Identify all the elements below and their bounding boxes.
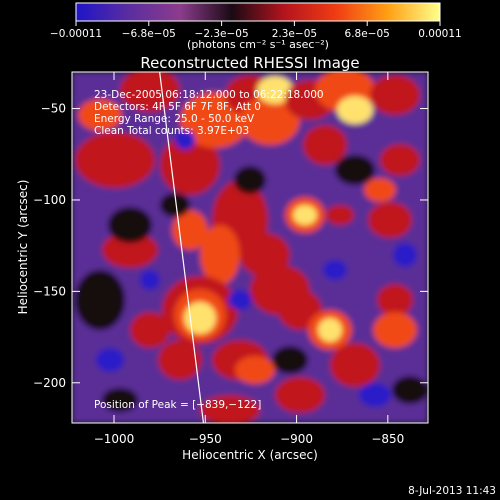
heatmap-image xyxy=(72,72,428,423)
image-intensity-blob xyxy=(140,270,160,290)
x-tick-label: −950 xyxy=(189,432,222,446)
image-intensity-blob xyxy=(337,96,373,124)
image-intensity-blob xyxy=(392,376,428,404)
colorbar-tick-label: −6.8e−05 xyxy=(122,28,176,40)
axis-ticks: −1000 −950 −900 −850 −50 −100 −150 −200 xyxy=(33,72,428,446)
x-tick-label: −850 xyxy=(371,432,404,446)
image-intensity-blob xyxy=(370,75,420,115)
image-intensity-blob xyxy=(160,193,190,217)
image-intensity-blob xyxy=(102,388,138,412)
annotation-clean-counts: Clean Total counts: 3.97E+03 xyxy=(94,125,249,137)
image-intensity-blob xyxy=(120,72,180,112)
image-intensity-blob xyxy=(130,312,170,348)
image-intensity-blob xyxy=(78,99,122,131)
colorbar: −0.00011 −6.8e−05 −2.3e−05 2.3e−05 6.8e−05 0.… xyxy=(50,2,462,51)
image-intensity-blob xyxy=(293,205,317,225)
image-intensity-blob xyxy=(234,166,266,194)
y-tick-label: −200 xyxy=(33,376,66,390)
image-intensity-blob xyxy=(184,302,216,334)
image-intensity-blob xyxy=(364,178,396,202)
x-tick-label: −900 xyxy=(280,432,313,446)
annotation-energy-range: Energy Range: 25.0 - 50.0 keV xyxy=(94,113,255,125)
x-axis-label: Heliocentric X (arcsec) xyxy=(182,448,318,462)
footer-timestamp: 8-Jul-2013 11:43 xyxy=(408,485,496,497)
image-intensity-blob xyxy=(228,290,252,310)
colorbar-unit-label: (photons cm⁻² s⁻¹ asec⁻²) xyxy=(187,38,329,51)
image-intensity-blob xyxy=(368,202,412,238)
annotation-time-range: 23-Dec-2005 06:18:12.000 to 06:22:18.000 xyxy=(94,89,324,101)
y-tick-label: −150 xyxy=(33,284,66,298)
image-intensity-blob xyxy=(272,346,308,374)
image-intensity-blob xyxy=(75,132,155,188)
annotation-block: 23-Dec-2005 06:18:12.000 to 06:22:18.000… xyxy=(94,89,324,137)
chart-title: Reconstructed RHESSI Image xyxy=(140,54,359,72)
image-intensity-blob xyxy=(359,383,391,407)
y-tick-label: −50 xyxy=(41,102,66,116)
colorbar-tick-label: −2.3e−05 xyxy=(195,28,249,40)
image-intensity-blob xyxy=(380,144,420,176)
solar-limb-line xyxy=(159,71,205,424)
x-tick-label: −1000 xyxy=(94,432,135,446)
image-intensity-blob xyxy=(200,225,240,285)
colorbar-frame xyxy=(75,2,441,22)
image-intensity-blob xyxy=(175,130,195,150)
plot-frame xyxy=(71,71,429,424)
peak-position-label: Position of Peak = [−839,−122] xyxy=(94,399,261,411)
image-intensity-blob xyxy=(275,377,325,413)
image-intensity-blob xyxy=(318,318,342,342)
image-intensity-blob xyxy=(323,260,347,280)
image-intensity-blob xyxy=(235,356,275,384)
image-intensity-blob xyxy=(240,95,300,145)
image-intensity-blob xyxy=(303,125,347,165)
image-intensity-blob xyxy=(393,243,417,267)
image-intensity-blob xyxy=(373,312,417,348)
plot-area: −1000 −950 −900 −850 −50 −100 −150 −200 xyxy=(33,71,429,446)
image-intensity-blob xyxy=(377,284,413,316)
colorbar-ticks: −0.00011 −6.8e−05 −2.3e−05 2.3e−05 6.8e−05 0.… xyxy=(50,21,462,40)
y-tick-label: −100 xyxy=(33,193,66,207)
image-intensity-blob xyxy=(108,207,152,243)
image-intensity-blob xyxy=(160,135,220,195)
image-intensity-blob xyxy=(257,76,293,104)
image-intensity-blob xyxy=(75,270,125,330)
colorbar-tick-label: 0.00011 xyxy=(418,28,461,40)
image-intensity-blob xyxy=(335,155,375,185)
image-intensity-blob xyxy=(158,340,202,380)
image-intensity-blob xyxy=(326,205,354,225)
colorbar-tick-label: 6.8e−05 xyxy=(345,28,390,40)
image-intensity-blob xyxy=(96,348,124,372)
annotation-detectors: Detectors: 4F 5F 6F 7F 8F, Att 0 xyxy=(94,101,261,113)
image-intensity-blob xyxy=(200,395,260,423)
colorbar-tick-label: −0.00011 xyxy=(50,28,102,40)
colorbar-gradient xyxy=(76,3,440,21)
image-intensity-blob xyxy=(330,343,380,387)
colorbar-tick-label: 2.3e−05 xyxy=(272,28,317,40)
image-intensity-blob xyxy=(102,232,158,268)
y-axis-label: Heliocentric Y (arcsec) xyxy=(16,180,30,315)
